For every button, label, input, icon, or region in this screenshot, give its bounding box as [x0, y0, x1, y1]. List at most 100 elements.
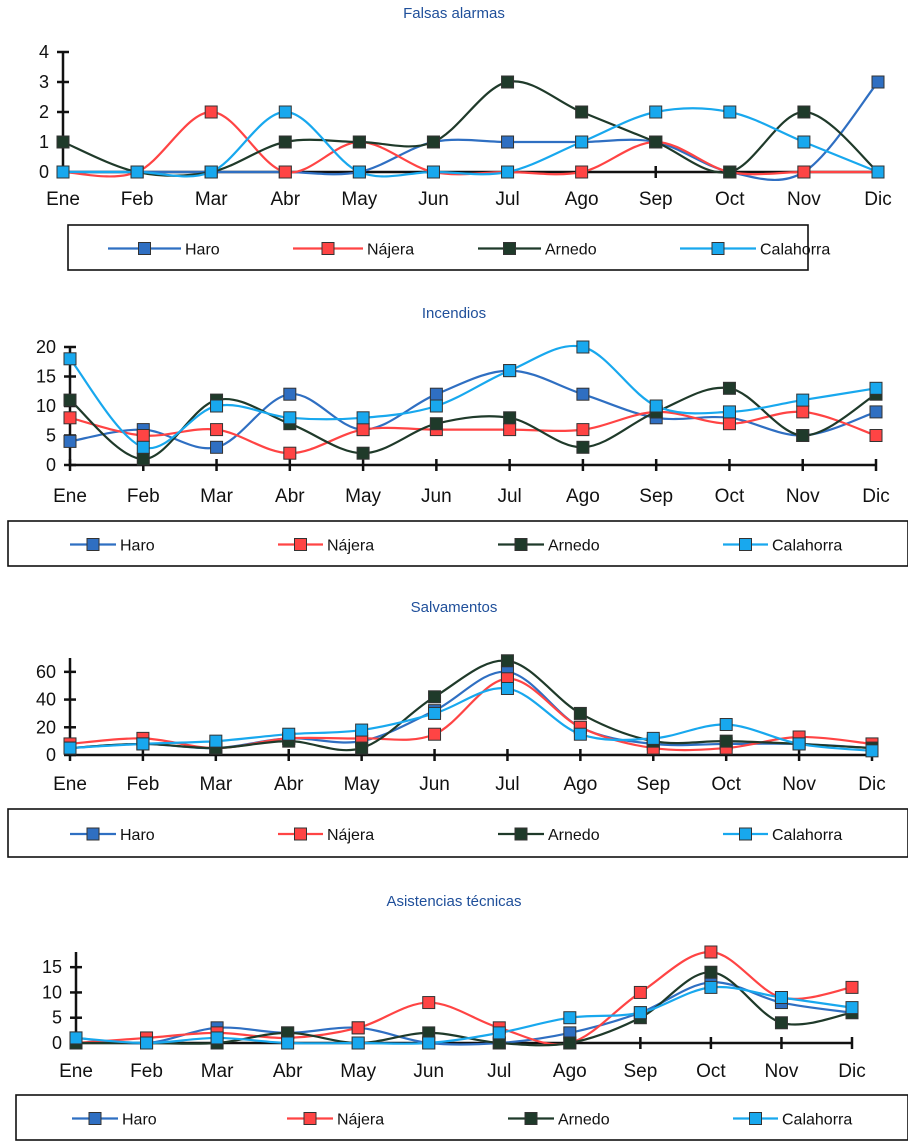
data-point-calahorra — [646, 731, 660, 745]
series-line-calahorra — [69, 344, 877, 450]
data-point-arnedo — [56, 135, 70, 149]
data-point-arnedo — [563, 1036, 577, 1050]
data-point-arnedo — [429, 417, 443, 431]
data-point-arnedo — [796, 429, 810, 442]
legend: Haro Nájera Arnedo Calahorra — [7, 808, 908, 858]
legend-label: Arnedo — [558, 1112, 610, 1129]
y-tick-label: 5 — [52, 1008, 62, 1028]
x-tick-label: Nov — [782, 774, 816, 795]
legend-item-najera: Nájera — [293, 242, 414, 259]
y-tick-label: 0 — [39, 162, 49, 182]
data-point-calahorra — [503, 364, 517, 378]
x-tick-label: Oct — [715, 486, 745, 507]
x-tick-label: Jun — [419, 774, 450, 795]
data-point-calahorra — [210, 399, 224, 413]
x-tick-label: May — [345, 486, 381, 507]
data-point-calahorra — [422, 1036, 436, 1050]
x-tick-label: Feb — [130, 1061, 163, 1082]
x-tick-label: Jul — [497, 486, 521, 507]
series-line-arnedo — [62, 80, 879, 177]
data-point-najera — [633, 985, 647, 999]
legend-item-arnedo: Arnedo — [498, 827, 600, 844]
data-point-najera — [797, 165, 811, 179]
data-point-calahorra — [492, 1026, 506, 1040]
data-point-najera — [351, 1021, 365, 1035]
legend-marker — [303, 1112, 317, 1125]
x-tick-label: Ago — [566, 486, 600, 507]
data-point-calahorra — [428, 706, 442, 720]
data-point-calahorra — [792, 737, 806, 751]
y-tick-label: 20 — [36, 717, 56, 737]
x-tick-label: Ago — [553, 1061, 587, 1082]
data-point-arnedo — [500, 654, 514, 668]
data-point-najera — [278, 165, 292, 179]
data-point-calahorra — [356, 411, 370, 425]
x-tick-label: Oct — [711, 774, 741, 795]
chart-title: Falsas alarmas — [403, 5, 505, 22]
data-point-calahorra — [136, 440, 150, 454]
x-tick-label: Ene — [59, 1061, 93, 1082]
x-tick-label: Jun — [413, 1061, 444, 1082]
data-point-calahorra — [633, 1006, 647, 1020]
y-tick-label: 0 — [52, 1033, 62, 1053]
data-point-calahorra — [649, 105, 663, 119]
legend-item-najera: Nájera — [278, 538, 374, 555]
data-point-arnedo — [722, 381, 736, 395]
legend-box — [7, 808, 908, 858]
data-point-calahorra — [136, 737, 150, 751]
series-line-arnedo — [69, 659, 873, 752]
x-tick-label: Dic — [864, 189, 891, 210]
y-tick-label: 4 — [39, 42, 49, 62]
series-line-haro — [69, 670, 873, 750]
chart-panel-falsas-alarmas: Falsas alarmas 0 1 2 3 4 Ene Feb Mar Abr May Jun Jul… — [39, 5, 892, 271]
data-point-calahorra — [426, 165, 440, 179]
series-line-calahorra — [75, 985, 853, 1045]
y-tick-label: 0 — [46, 455, 56, 475]
data-point-calahorra — [649, 399, 663, 413]
y-tick-label: 40 — [36, 690, 56, 710]
data-point-arnedo — [576, 440, 590, 454]
data-point-calahorra — [429, 399, 443, 413]
legend-item-arnedo: Arnedo — [508, 1112, 610, 1129]
legend-label: Arnedo — [545, 242, 597, 259]
x-tick-label: Sep — [636, 774, 670, 795]
data-point-calahorra — [500, 681, 514, 695]
legend-label: Arnedo — [548, 538, 600, 555]
data-point-arnedo — [774, 1016, 788, 1030]
x-tick-label: Abr — [273, 1061, 303, 1082]
data-point-arnedo — [723, 165, 737, 179]
legend-box — [67, 224, 809, 271]
legend-label: Nájera — [367, 242, 414, 259]
data-point-calahorra — [282, 727, 296, 741]
chart-panel-salvamentos: Salvamentos 0 20 40 60 Ene Feb Mar Abr May Jun Jul A… — [7, 599, 908, 858]
legend-marker — [739, 538, 752, 551]
x-tick-label: Dic — [858, 774, 885, 795]
series-line-haro — [75, 981, 853, 1046]
y-tick-label: 1 — [39, 132, 49, 152]
data-point-najera — [845, 980, 859, 994]
x-tick-label: Jun — [421, 486, 452, 507]
x-tick-label: Ago — [565, 189, 599, 210]
legend-marker — [294, 827, 307, 841]
data-point-calahorra — [845, 1001, 859, 1015]
legend-item-haro: Haro — [70, 827, 155, 844]
x-tick-label: Nov — [787, 189, 821, 210]
x-tick-label: Jul — [495, 774, 519, 795]
data-point-calahorra — [69, 1031, 83, 1045]
data-point-najera — [204, 105, 218, 119]
data-point-calahorra — [869, 381, 883, 395]
y-tick-label: 2 — [39, 102, 49, 122]
data-point-calahorra — [576, 340, 590, 354]
legend-box — [15, 1094, 908, 1141]
legend-marker — [503, 242, 516, 255]
legend: Haro Nájera Arnedo Calahorra — [7, 520, 908, 567]
x-tick-label: Mar — [200, 486, 233, 507]
data-point-calahorra — [722, 405, 736, 419]
data-point-calahorra — [210, 1031, 224, 1045]
data-point-najera — [503, 423, 517, 437]
data-point-calahorra — [355, 723, 369, 737]
legend-marker — [514, 538, 528, 551]
chart-panel-asistencias-tecnicas: Asistencias técnicas 0 5 10 15 Ene Feb Mar Abr Ma… — [15, 893, 908, 1141]
series-line-calahorra — [62, 107, 879, 178]
